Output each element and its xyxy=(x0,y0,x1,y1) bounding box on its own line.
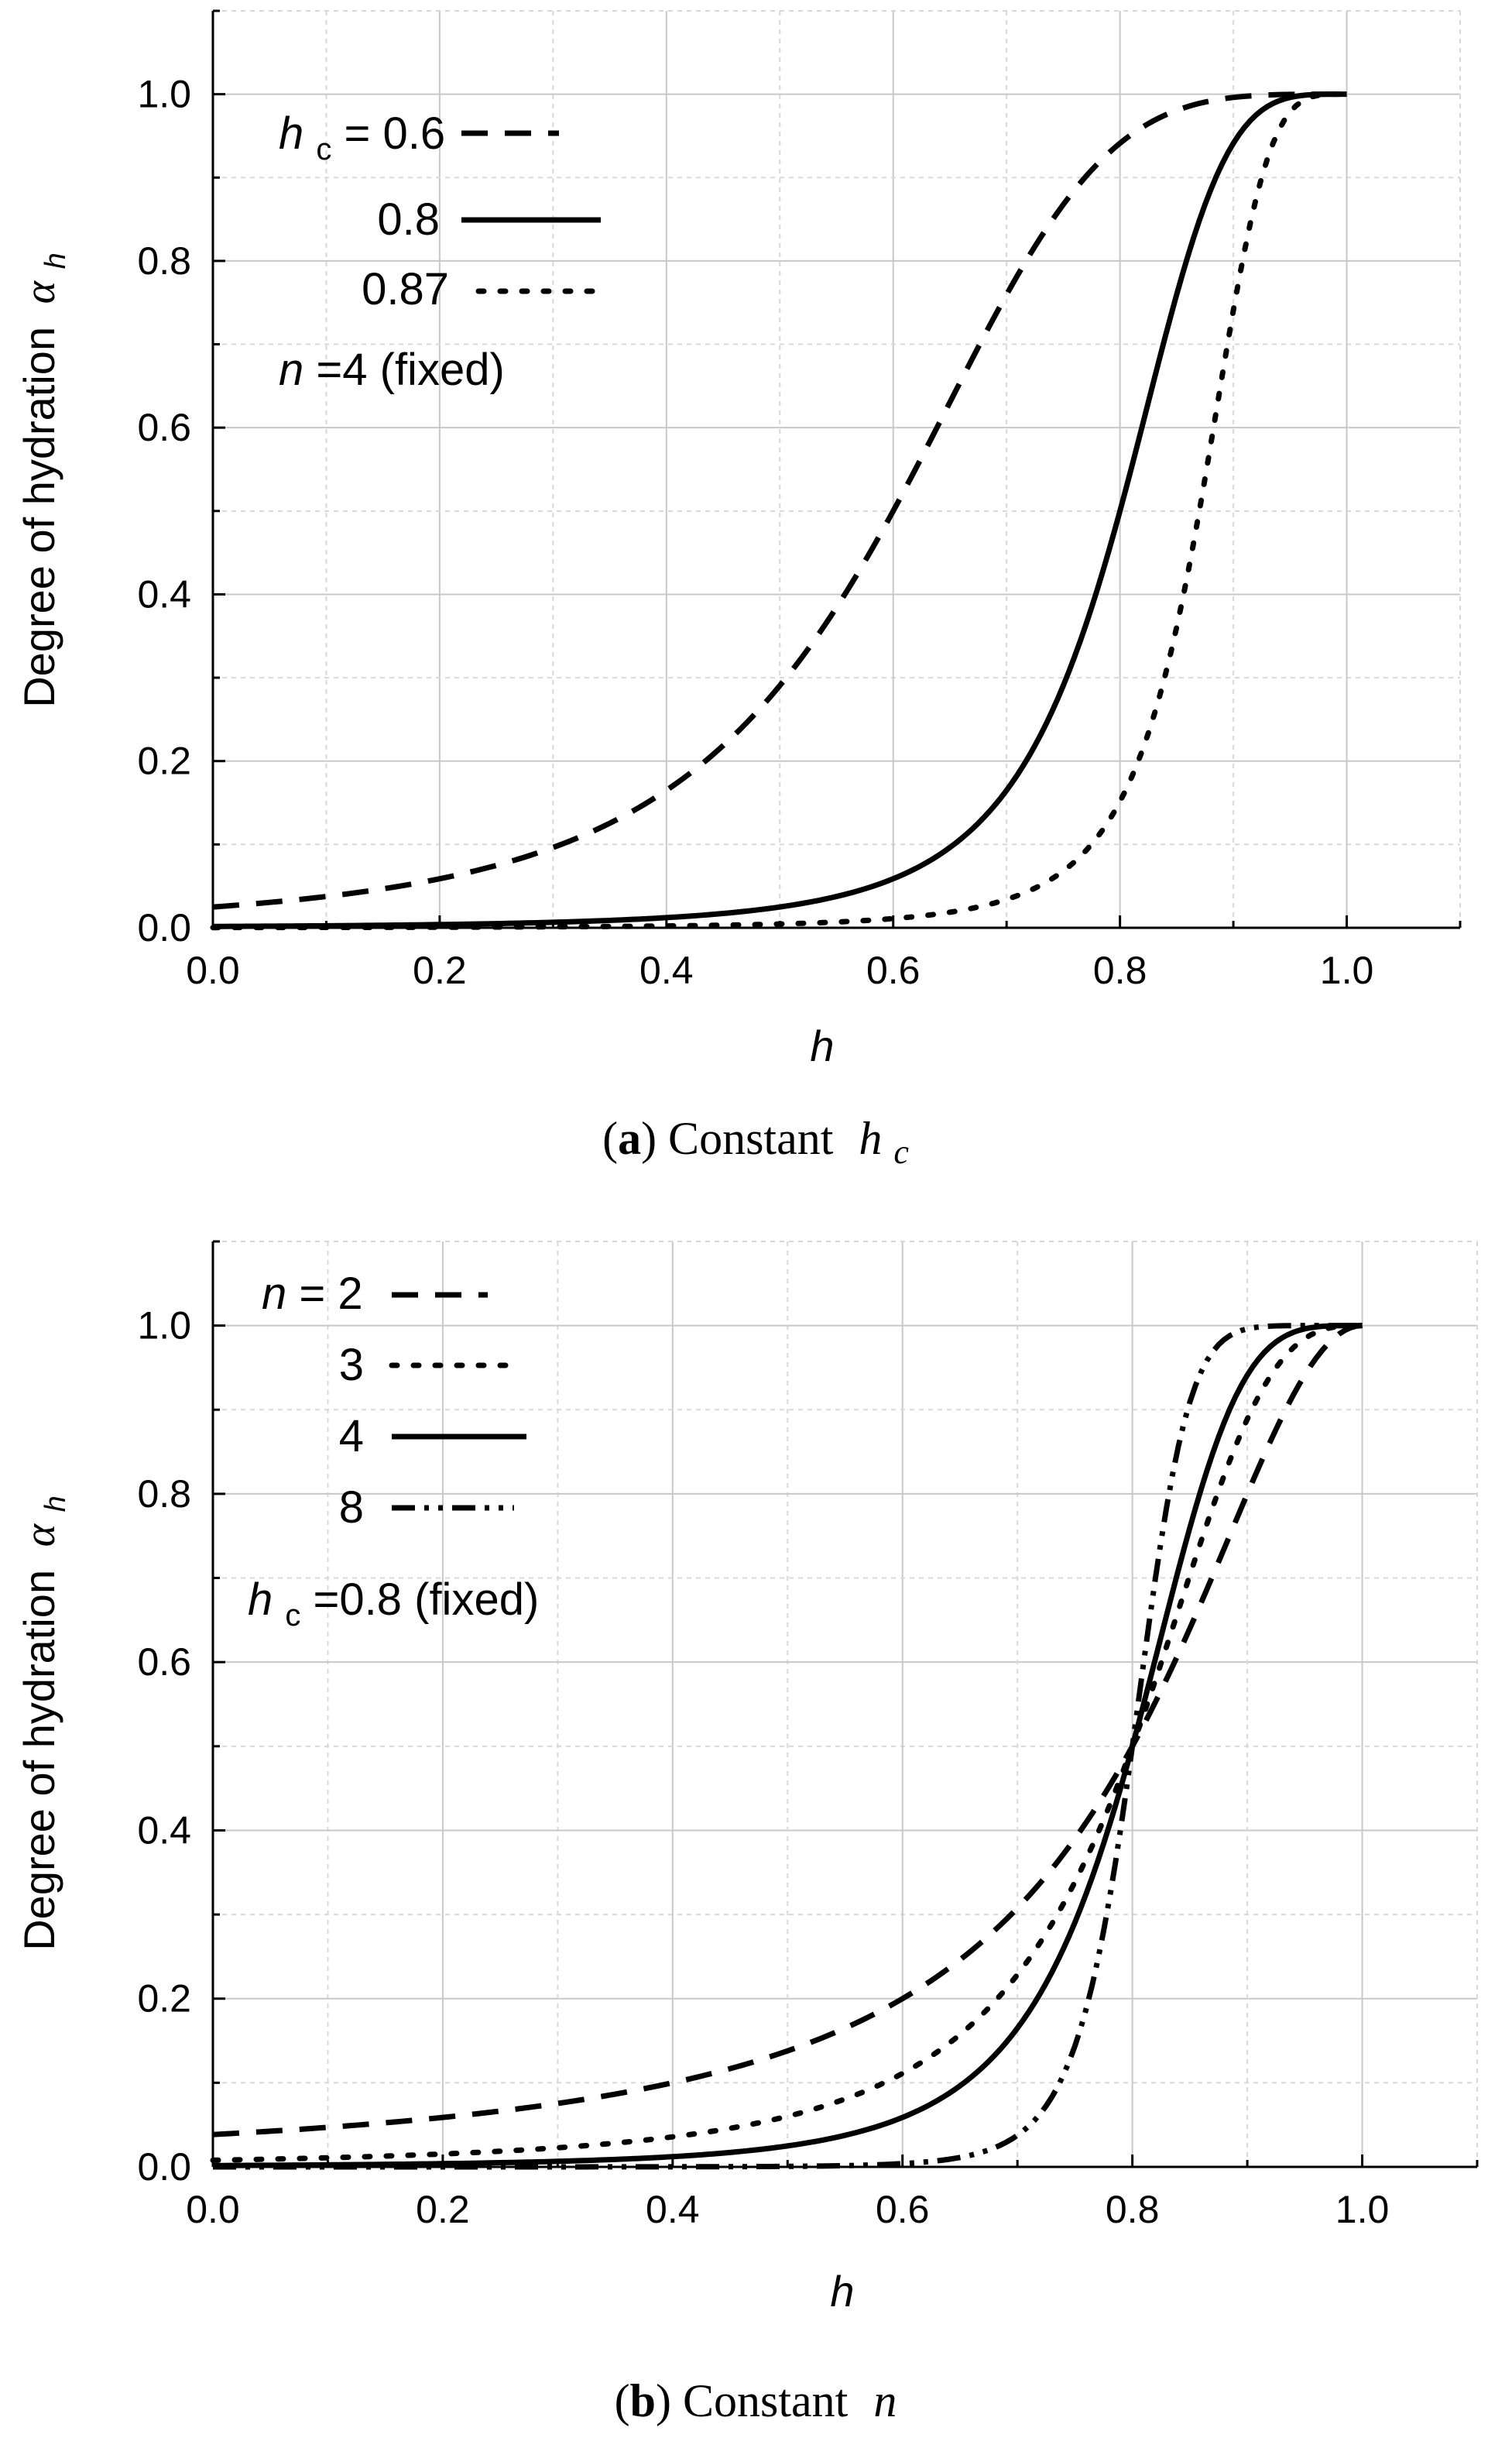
panel-b-x-tick-label: 0.6 xyxy=(876,2188,930,2231)
panel-b-x-tick-label: 0.4 xyxy=(646,2188,700,2231)
panel-a: 0.0 0.2 0.4 0.6 0.8 1.0 0.0 0.2 0.4 0.6 0.8 1.0 h … xyxy=(15,9,1462,1171)
panel-b-legend-note: h c =0.8 (fixed) xyxy=(248,1574,539,1636)
panel-b-x-axis-title: h xyxy=(830,2267,854,2316)
panel-a-y-tick-labels: 0.0 0.2 0.4 0.6 0.8 1.0 xyxy=(137,73,191,949)
panel-b-x-tick-labels: 0.0 0.2 0.4 0.6 0.8 1.0 xyxy=(186,2188,1389,2231)
panel-b-legend-label-4: 4 xyxy=(339,1411,364,1461)
panel-b-y-tick-label: 0.4 xyxy=(137,1808,191,1852)
panel-a-y-tick-label: 0.4 xyxy=(137,572,191,616)
panel-b-y-tick-label: 0.2 xyxy=(137,1977,191,2021)
panel-b-legend-label-3: 3 xyxy=(339,1340,364,1390)
panel-a-x-tick-label: 0.2 xyxy=(413,949,467,992)
panel-b-y-tick-labels: 0.0 0.2 0.4 0.6 0.8 1.0 xyxy=(137,1304,191,2189)
panel-b-axes xyxy=(211,1240,1479,2168)
panel-a-y-tick-label: 0.2 xyxy=(137,740,191,783)
panel-a-x-tick-labels: 0.0 0.2 0.4 0.6 0.8 1.0 xyxy=(186,949,1373,992)
panel-b-legend-header: n = 2 xyxy=(262,1269,363,1319)
panel-a-x-tick-label: 0.0 xyxy=(186,949,240,992)
panel-a-caption: (a) Constant h c xyxy=(602,1113,909,1171)
panel-a-series-0.8 xyxy=(212,91,1347,929)
panel-a-x-tick-label: 1.0 xyxy=(1320,949,1374,992)
panel-b: 0.0 0.2 0.4 0.6 0.8 1.0 0.0 0.2 0.4 0.6 0.8 1.0 h … xyxy=(15,1240,1479,2426)
panel-b-series-4 xyxy=(212,1323,1363,2168)
panel-a-x-tick-label: 0.6 xyxy=(866,949,921,992)
panel-a-y-tick-label: 1.0 xyxy=(137,73,191,116)
panel-a-y-axis-title: Degree of hydration α h xyxy=(15,252,72,708)
panel-a-axes xyxy=(211,9,1462,929)
panel-b-y-tick-label: 1.0 xyxy=(137,1304,191,1348)
panel-b-y-tick-label: 0.6 xyxy=(137,1640,191,1684)
panel-b-legend: n = 2 3 4 8 h c =0.8 (fixed) xyxy=(248,1269,539,1636)
panel-a-x-tick-label: 0.8 xyxy=(1093,949,1147,992)
panel-a-y-tick-label: 0.8 xyxy=(137,239,191,283)
panel-b-y-axis-title: Degree of hydration α h xyxy=(15,1495,72,1951)
panel-b-series-2 xyxy=(212,1323,1363,2137)
panel-b-caption: (b) Constant n xyxy=(615,2375,897,2426)
panel-b-legend-label-8: 8 xyxy=(339,1482,364,1533)
panel-a-legend-header: h c = 0.6 xyxy=(279,108,445,170)
panel-b-x-tick-label: 0.0 xyxy=(186,2188,240,2231)
panel-a-y-tick-label: 0.6 xyxy=(137,406,191,449)
panel-b-x-tick-label: 1.0 xyxy=(1335,2188,1390,2231)
panel-a-legend: h c = 0.6 0.8 0.87 n =4 (fixed) xyxy=(279,108,601,395)
panel-b-y-tick-label: 0.0 xyxy=(137,2145,191,2189)
panel-a-series-0.6 xyxy=(212,91,1347,910)
panel-a-x-tick-label: 0.4 xyxy=(639,949,694,992)
panel-a-y-tick-label: 0.0 xyxy=(137,906,191,949)
panel-a-legend-label-0.8: 0.8 xyxy=(377,194,440,245)
panel-a-grid xyxy=(212,10,1461,929)
panel-a-legend-label-0.87: 0.87 xyxy=(362,264,449,314)
panel-a-legend-note: n =4 (fixed) xyxy=(279,345,505,395)
panel-b-x-tick-label: 0.8 xyxy=(1106,2188,1160,2231)
panel-a-x-axis-title: h xyxy=(810,1021,834,1070)
panel-b-x-tick-label: 0.2 xyxy=(416,2188,470,2231)
panel-b-grid xyxy=(212,1241,1478,2168)
panel-b-y-tick-label: 0.8 xyxy=(137,1472,191,1516)
